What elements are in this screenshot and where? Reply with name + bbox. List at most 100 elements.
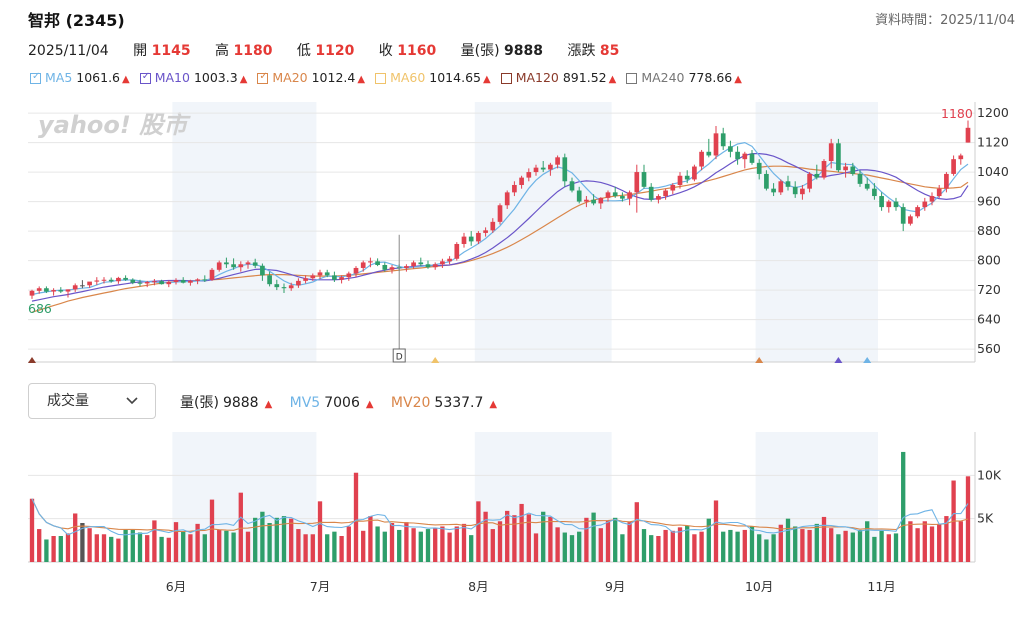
volume-bar: [929, 526, 935, 562]
volume-bar: [577, 531, 582, 562]
ma-legend-item-ma5[interactable]: ✓ MA5 1061.6 ▲: [30, 70, 130, 85]
candle-body: [512, 184, 517, 193]
candle-body: [209, 269, 215, 280]
checkbox-icon[interactable]: ✓: [30, 71, 41, 84]
candle-body: [310, 275, 316, 279]
ma-name: MA240: [641, 70, 689, 85]
high-label: 高: [215, 43, 230, 59]
month-band: [474, 102, 612, 362]
low-value: 1120: [315, 43, 355, 59]
volume-bar: [519, 503, 524, 562]
ma-legend-item-ma60[interactable]: MA60 1014.65 ▲: [375, 70, 491, 85]
checkbox-icon[interactable]: ✓: [139, 71, 151, 84]
candle-body: [764, 173, 769, 189]
volume-bar: [397, 529, 402, 562]
candle-body: [836, 143, 841, 171]
candle-body: [533, 167, 539, 173]
ma-legend-item-ma10[interactable]: ✓ MA10 1003.3 ▲: [139, 70, 247, 85]
volume-bar: [749, 526, 755, 562]
candle-body: [584, 199, 589, 202]
volume-bar: [598, 528, 603, 562]
candle-body: [238, 264, 244, 268]
indicator-select[interactable]: 成交量: [28, 383, 156, 419]
volume-bar: [958, 521, 963, 562]
volume-bar: [44, 539, 49, 562]
volume-bar: [389, 523, 395, 562]
mv5-label: MV5: [289, 395, 321, 411]
volume-bar: [483, 511, 488, 562]
volume-bar: [944, 516, 949, 562]
ma-name: MA120: [515, 70, 563, 85]
volume-bar: [649, 535, 654, 562]
month-band: [172, 432, 317, 562]
volume-bar: [332, 531, 337, 562]
checkbox-icon[interactable]: ✓: [257, 71, 269, 84]
volume-bar: [303, 534, 308, 562]
volume-bar: [591, 512, 596, 562]
volume-bar: [778, 524, 783, 562]
ma-value: 1012.4: [311, 70, 356, 85]
volume-bar: [656, 536, 661, 562]
volume-bar: [886, 534, 891, 562]
close-value: 1160: [397, 43, 437, 59]
volume-bar: [829, 528, 834, 562]
check-icon: ✓: [141, 71, 151, 82]
price-tick-label: 560: [977, 341, 1001, 356]
volume-bar: [159, 536, 164, 562]
candle-body: [627, 192, 632, 199]
candle-body: [900, 207, 906, 224]
ma-name: MA60: [390, 70, 430, 85]
month-tick-label: 9月: [605, 579, 625, 594]
candle-body: [173, 280, 179, 282]
volume-bar: [51, 536, 56, 562]
candle-body: [720, 133, 726, 147]
candle-body: [159, 281, 164, 285]
volume-bar: [641, 529, 647, 562]
ma-legend: ✓ MA5 1061.6 ▲ ✓ MA10 1003.3 ▲ ✓ MA20 1012.4 ▲ MA…: [30, 70, 752, 85]
price-tick-label: 800: [977, 253, 1001, 268]
candle-body: [843, 166, 848, 171]
candle-body: [555, 157, 560, 165]
candle-body: [260, 265, 265, 276]
candle-body: [130, 279, 136, 283]
month-band: [172, 102, 317, 362]
candle-body: [360, 262, 366, 268]
candle-body: [389, 267, 395, 270]
volume-bar: [325, 534, 330, 562]
volume-bar: [670, 530, 675, 562]
price-tick-label: 1200: [977, 105, 1009, 120]
candle-body: [144, 281, 150, 284]
volume-bar: [735, 531, 740, 562]
up-arrow-icon: ▲: [608, 74, 617, 85]
candle-body: [663, 190, 668, 197]
volume-bar: [217, 529, 222, 562]
candle-body: [699, 151, 704, 167]
ma-legend-item-ma120[interactable]: MA120 891.52 ▲: [500, 70, 617, 85]
volume-bar: [361, 530, 366, 562]
candle-body: [785, 181, 791, 187]
volume-bar: [231, 532, 236, 562]
volume-bar: [166, 537, 171, 562]
volume-bar: [800, 529, 805, 562]
volume-bar: [461, 523, 467, 562]
signal-marker-icon: [431, 357, 440, 363]
checkbox-icon[interactable]: [626, 73, 638, 84]
up-arrow-icon: ▲: [482, 74, 491, 85]
ma5-line: [31, 141, 969, 296]
chevron-down-icon: [125, 384, 139, 431]
volume-bar: [526, 514, 531, 562]
volume-bar: [296, 529, 301, 562]
candle-body: [468, 236, 474, 242]
volume-bar: [872, 536, 877, 562]
ma-legend-item-ma240[interactable]: MA240 778.66 ▲: [626, 70, 742, 85]
checkbox-icon[interactable]: [500, 73, 512, 84]
volume-bar: [202, 534, 207, 562]
mv20-value: 5337.7: [434, 395, 484, 411]
candle-body: [656, 196, 661, 200]
low-label: 低: [296, 43, 311, 59]
volume-bar: [893, 533, 899, 562]
volume-bar: [454, 526, 459, 562]
ma-legend-item-ma20[interactable]: ✓ MA20 1012.4 ▲: [257, 70, 365, 85]
checkbox-icon[interactable]: [375, 73, 387, 84]
